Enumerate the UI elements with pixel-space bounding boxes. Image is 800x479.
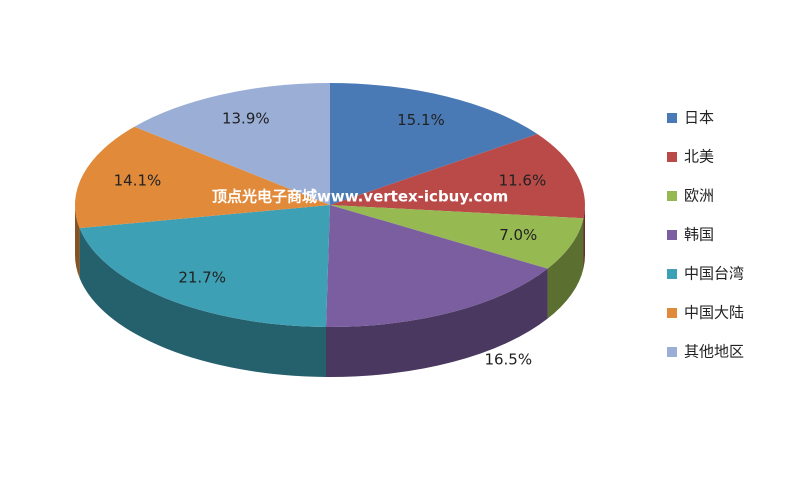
- slice: [79, 205, 330, 327]
- legend-label: 韩国: [684, 226, 714, 244]
- data-label: 16.5%: [484, 350, 532, 368]
- slice: [330, 205, 584, 269]
- legend-label: 其他地区: [684, 343, 744, 361]
- slice: [330, 134, 585, 219]
- legend-label: 中国大陆: [684, 304, 744, 322]
- slice-side: [79, 228, 326, 377]
- slice: [75, 126, 330, 229]
- slice-side: [583, 205, 585, 269]
- slice-side: [75, 205, 80, 279]
- legend-swatch: [667, 191, 677, 201]
- slice: [134, 83, 330, 205]
- legend-label: 欧洲: [684, 187, 714, 205]
- data-label: 7.0%: [499, 226, 537, 244]
- legend-label: 中国台湾: [684, 265, 744, 283]
- legend-swatch: [667, 230, 677, 240]
- data-label: 13.9%: [222, 109, 270, 127]
- legend-label: 北美: [684, 148, 714, 166]
- data-label: 15.1%: [397, 111, 445, 129]
- legend-swatch: [667, 347, 677, 357]
- legend-swatch: [667, 269, 677, 279]
- legend-swatch: [667, 113, 677, 123]
- legend-label: 日本: [684, 109, 714, 127]
- slice-side: [325, 268, 548, 377]
- slice-side: [547, 218, 584, 319]
- slice: [325, 205, 548, 327]
- data-label: 11.6%: [499, 171, 547, 189]
- data-label: 21.7%: [178, 268, 226, 286]
- data-label: 14.1%: [114, 172, 162, 190]
- legend-swatch: [667, 308, 677, 318]
- watermark: 顶点光电子商城www.vertex-icbuy.com: [212, 188, 508, 206]
- slice: [330, 83, 538, 205]
- legend-swatch: [667, 152, 677, 162]
